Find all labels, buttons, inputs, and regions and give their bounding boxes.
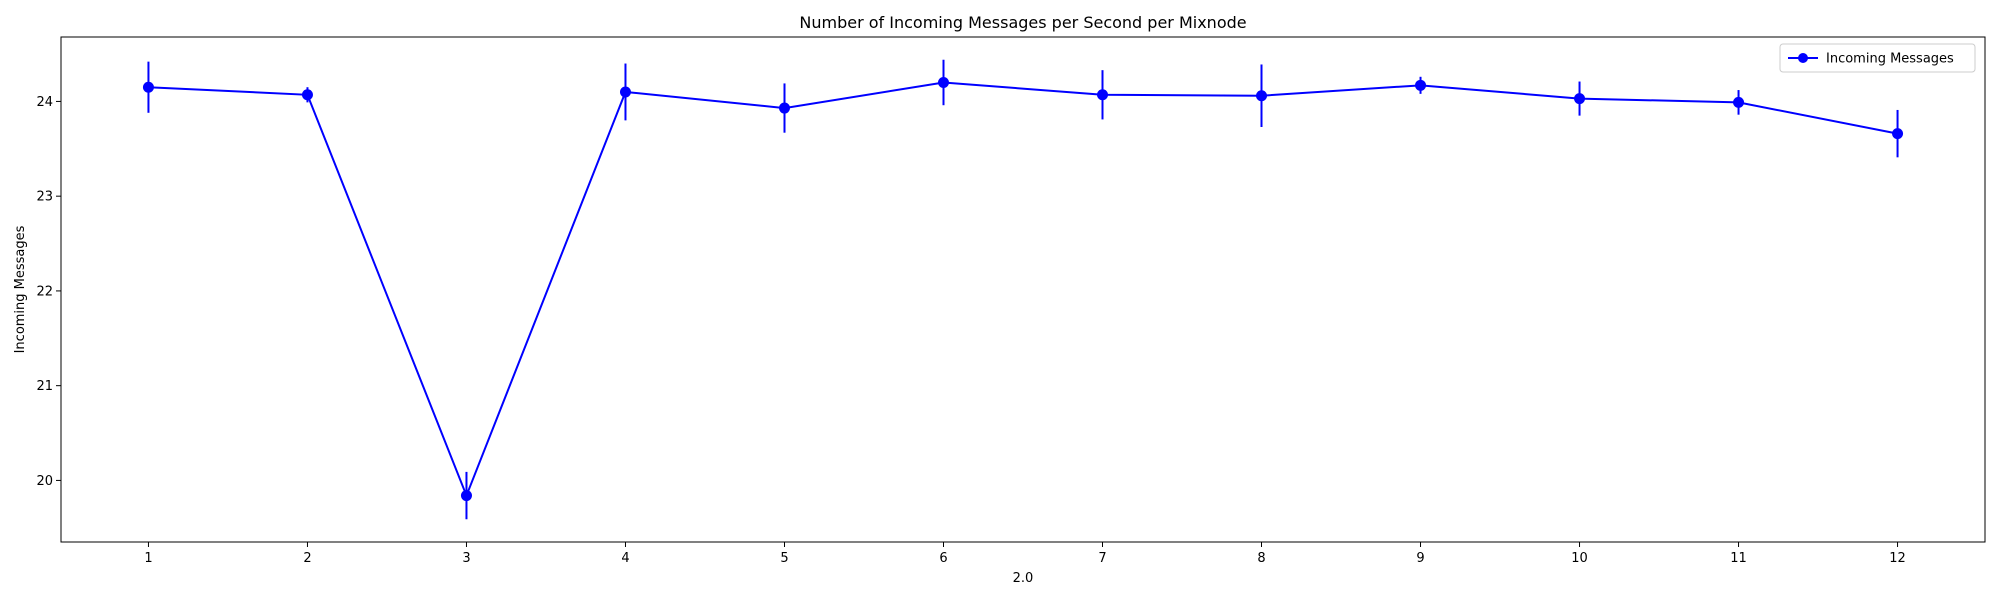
y-tick-label: 21 [36, 379, 53, 394]
data-point [460, 490, 472, 502]
data-point [142, 81, 154, 93]
data-point [778, 102, 790, 114]
x-tick-label: 3 [462, 551, 470, 566]
plot-area-frame [60, 36, 1986, 543]
data-series [142, 59, 1904, 520]
x-axis-label: 2.0 [1013, 571, 1034, 586]
legend-box [1779, 43, 1976, 73]
x-tick-label: 10 [1571, 551, 1588, 566]
data-point [1256, 90, 1268, 102]
series-line [148, 81, 1898, 499]
data-point [619, 86, 631, 98]
data-point [1097, 89, 1109, 101]
x-tick-label: 8 [1257, 551, 1265, 566]
x-tick-label: 1 [144, 551, 152, 566]
data-point [1574, 93, 1586, 105]
y-tick-label: 23 [36, 190, 53, 205]
chart-title: Number of Incoming Messages per Second p… [799, 13, 1246, 32]
legend-label: Incoming Messages [1826, 52, 1954, 67]
y-tick-label: 24 [36, 95, 53, 110]
x-tick-label: 4 [621, 551, 629, 566]
data-point [937, 76, 949, 88]
x-tick-label: 9 [1416, 551, 1424, 566]
x-tick-label: 6 [939, 551, 947, 566]
y-tick-label: 22 [36, 284, 53, 299]
data-point [1733, 96, 1745, 108]
y-axis-label: Incoming Messages [13, 225, 28, 353]
x-tick-label: 2 [303, 551, 311, 566]
data-point [301, 89, 313, 101]
x-tick-label: 7 [1098, 551, 1106, 566]
x-tick-label: 12 [1889, 551, 1906, 566]
data-point [1415, 79, 1427, 91]
legend-marker-icon [1798, 53, 1808, 63]
x-tick-label: 11 [1730, 551, 1747, 566]
y-tick-label: 20 [36, 474, 53, 489]
data-point [1892, 128, 1904, 140]
x-tick-label: 5 [780, 551, 788, 566]
legend: Incoming Messages [1779, 43, 1976, 73]
